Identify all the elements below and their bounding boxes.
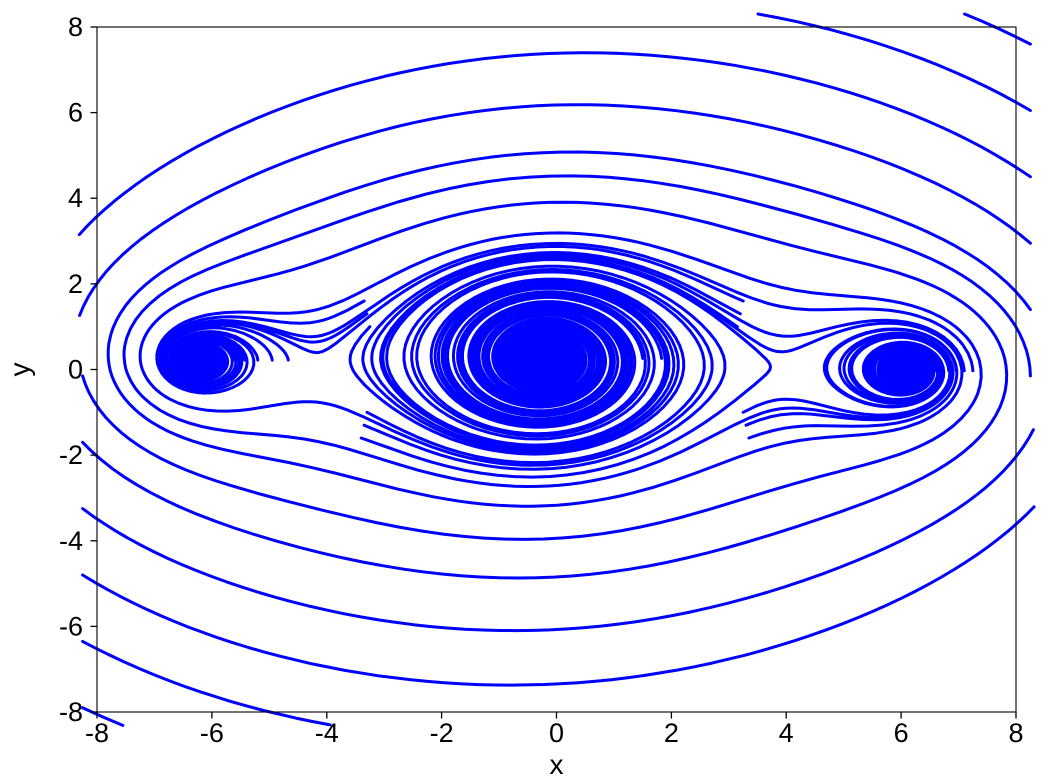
- svg-text:-8: -8: [59, 697, 83, 727]
- svg-text:x: x: [550, 749, 564, 780]
- svg-text:0: 0: [549, 718, 564, 748]
- svg-text:6: 6: [68, 98, 83, 128]
- svg-text:6: 6: [894, 718, 909, 748]
- svg-text:8: 8: [68, 12, 83, 42]
- svg-text:-4: -4: [59, 526, 83, 556]
- svg-text:4: 4: [68, 183, 83, 213]
- svg-text:8: 8: [1008, 718, 1023, 748]
- svg-text:y: y: [4, 363, 35, 377]
- svg-text:2: 2: [664, 718, 679, 748]
- svg-text:-6: -6: [59, 611, 83, 641]
- svg-text:2: 2: [68, 269, 83, 299]
- svg-text:0: 0: [68, 355, 83, 385]
- svg-text:4: 4: [779, 718, 794, 748]
- svg-text:-6: -6: [200, 718, 224, 748]
- svg-text:-2: -2: [59, 440, 83, 470]
- svg-text:-4: -4: [315, 718, 339, 748]
- svg-text:-8: -8: [85, 718, 109, 748]
- svg-text:-2: -2: [430, 718, 454, 748]
